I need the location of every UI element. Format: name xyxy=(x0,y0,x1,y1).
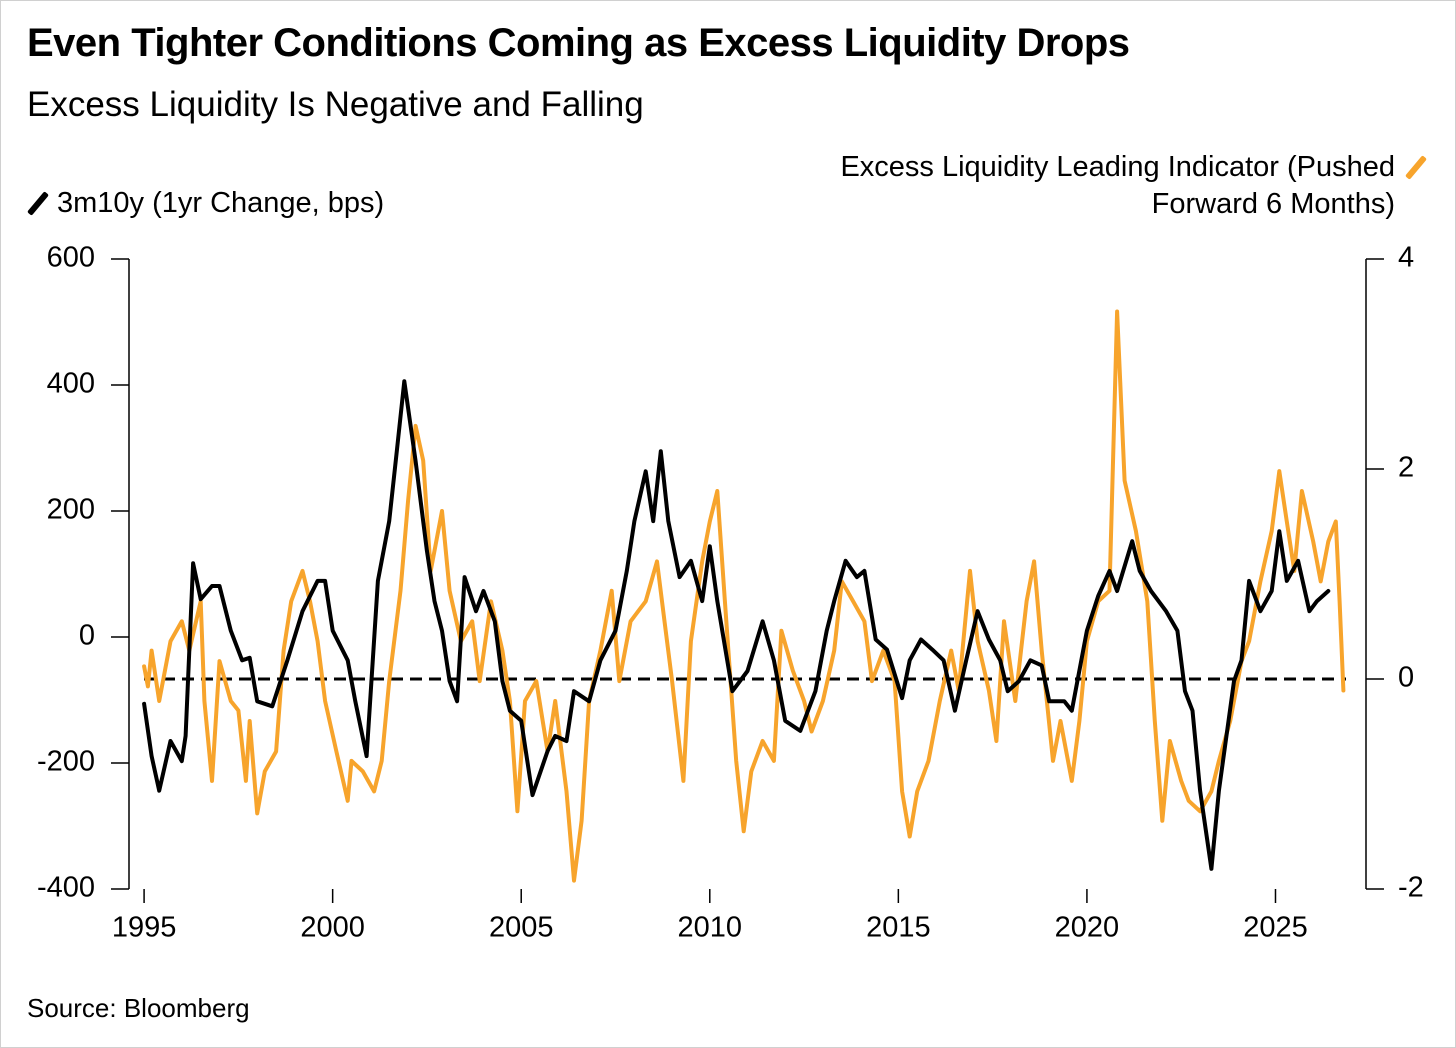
y-tick-label: 200 xyxy=(47,494,95,526)
y2-tick-label: 2 xyxy=(1398,452,1414,484)
chart-title: Even Tighter Conditions Coming as Excess… xyxy=(27,21,1130,65)
source-note: Source: Bloomberg xyxy=(27,993,250,1023)
x-tick-label: 2010 xyxy=(678,912,743,944)
y-tick-label: 400 xyxy=(47,368,95,400)
legend-item: 3m10y (1yr Change, bps) xyxy=(27,187,384,220)
y-tick-label: -200 xyxy=(37,746,95,778)
y2-tick-label: 0 xyxy=(1398,662,1414,694)
x-tick-label: 1995 xyxy=(112,912,177,944)
x-tick-label: 2015 xyxy=(866,912,931,944)
x-tick-label: 2025 xyxy=(1243,912,1308,944)
legend-label: 3m10y (1yr Change, bps) xyxy=(57,187,385,219)
chart-subtitle: Excess Liquidity Is Negative and Falling xyxy=(27,85,644,124)
y-tick-label: 0 xyxy=(79,620,95,652)
x-tick-label: 2020 xyxy=(1055,912,1120,944)
series-line xyxy=(142,379,1331,871)
series-line xyxy=(142,309,1346,883)
x-tick-label: 2000 xyxy=(300,912,365,944)
y2-tick-label: -2 xyxy=(1398,872,1424,904)
legend-item: Excess Liquidity Leading Indicator (Push… xyxy=(727,149,1427,223)
y2-tick-label: 4 xyxy=(1398,242,1414,274)
y-tick-label: 600 xyxy=(47,242,95,274)
x-tick-label: 2005 xyxy=(489,912,554,944)
y-tick-label: -400 xyxy=(37,872,95,904)
legend-label: Excess Liquidity Leading Indicator (Push… xyxy=(840,151,1395,220)
